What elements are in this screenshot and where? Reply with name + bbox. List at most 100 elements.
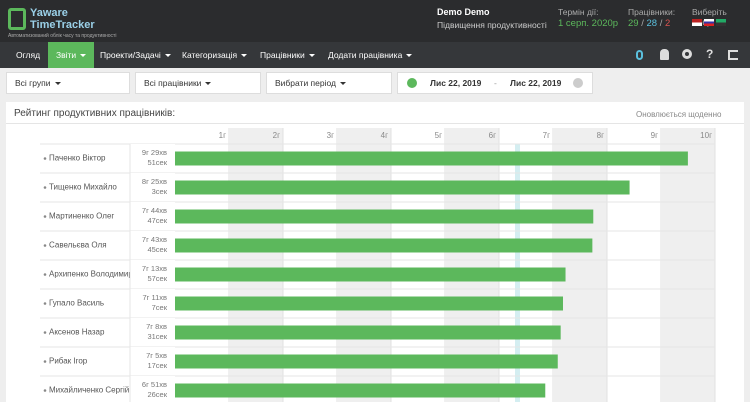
prev-date[interactable] — [407, 78, 417, 88]
x-tick-label: 8г — [597, 131, 604, 140]
category-label: Архипенко Володимир — [49, 270, 133, 279]
category-label: Михайличенко Сергій — [49, 386, 129, 395]
nav-text: Звіти — [56, 50, 77, 60]
icon-bulb[interactable] — [636, 50, 643, 60]
bullet — [43, 302, 47, 305]
date-range: Лис 22, 2019 - Лис 22, 2019 — [397, 72, 593, 94]
count: 28 — [646, 18, 658, 29]
employees-counts: 29 / 28 / 2 — [628, 18, 670, 29]
nav-text: Додати працівника — [328, 50, 403, 60]
bar — [175, 180, 630, 195]
x-tick-label: 6г — [489, 131, 496, 140]
x-tick-label: 7г — [543, 131, 550, 140]
bar — [175, 354, 558, 369]
name-cell-mask — [130, 260, 175, 289]
bar — [175, 296, 563, 311]
category-label: Рибак Ігор — [49, 357, 88, 366]
bullet — [43, 273, 47, 276]
employee-select[interactable]: Всі працівники — [135, 72, 261, 94]
category-label: Тищенко Михайло — [49, 183, 117, 192]
bar — [175, 151, 688, 166]
flag-other[interactable] — [716, 19, 726, 26]
bullet — [43, 186, 47, 189]
term-label: Термін дії: — [558, 7, 599, 17]
bullet — [43, 360, 47, 363]
name-cell-mask — [130, 173, 175, 202]
category-label: Савельєва Оля — [49, 241, 107, 250]
value-label: 7г 13хв 57сек — [141, 264, 167, 283]
category-label: Аксенов Назар — [49, 328, 105, 337]
nav-text: Працівники — [260, 50, 305, 60]
nav-item[interactable]: Звіти — [48, 42, 95, 68]
value-label: 7г 8хв 31сек — [146, 322, 167, 341]
language-label: Виберіть мову: — [692, 7, 727, 27]
name-cell-mask — [130, 347, 175, 376]
flag-ru[interactable] — [704, 19, 714, 26]
divider — [6, 123, 744, 124]
x-tick-label: 1г — [219, 131, 226, 140]
logo-icon — [8, 8, 26, 30]
bar — [175, 209, 594, 224]
date-separator: - — [494, 78, 497, 88]
name-cell-mask — [130, 376, 175, 402]
nav-bar: Огляд Звіти Проекти/Задачі Категоризація… — [0, 42, 750, 68]
date-from: Лис 22, 2019 — [430, 78, 482, 88]
select-text: Вибрати період — [275, 78, 337, 88]
bullet — [43, 157, 47, 160]
icon-user[interactable] — [660, 49, 669, 60]
bar — [175, 325, 561, 340]
value-label: 7г 11хв 7сек — [142, 293, 167, 312]
name-cell-mask — [130, 202, 175, 231]
name-cell-mask — [130, 318, 175, 347]
logo-line: TimeTracker — [30, 19, 95, 31]
bullet — [43, 389, 47, 392]
term-value: 1 серп. 2020р — [558, 18, 619, 29]
count: 29 — [628, 18, 639, 29]
separator: / — [641, 18, 644, 29]
nav-item[interactable]: Працівники — [252, 42, 323, 68]
value-label: 8г 25хв 3сек — [141, 177, 167, 196]
nav-text: Проекти/Задачі — [100, 50, 161, 60]
user-company: Підвищення продуктивності — [437, 20, 547, 30]
x-tick-label: 10г — [700, 131, 712, 140]
category-label: Мартиненко Олег — [49, 212, 114, 221]
panel-title: Рейтинг продуктивних працівників: — [14, 108, 176, 119]
x-tick-label: 2г — [273, 131, 280, 140]
flag-en[interactable] — [692, 19, 702, 26]
group-select[interactable]: Всі групи — [6, 72, 130, 94]
select-text: Всі працівники — [144, 78, 202, 88]
logo-line: Yaware — [30, 7, 68, 19]
header: Yaware TimeTracker Автоматизований облік… — [0, 0, 750, 42]
category-label: Гупало Василь — [49, 299, 104, 308]
x-tick-label: 9г — [651, 131, 658, 140]
icon-logout[interactable] — [728, 50, 738, 60]
bullet — [43, 215, 47, 218]
x-tick-label: 3г — [327, 131, 334, 140]
icon-help[interactable]: ? — [706, 47, 714, 61]
bar — [175, 238, 593, 253]
name-cell-mask — [130, 289, 175, 318]
category-label: Паченко Віктор — [49, 154, 106, 163]
value-label: 9г 29хв 51сек — [141, 148, 167, 167]
employees-label: Працівники: — [628, 7, 676, 17]
nav-item[interactable]: Огляд — [16, 50, 41, 60]
value-label: 7г 43хв 45сек — [141, 235, 167, 254]
value-label: 7г 44хв 47сек — [141, 206, 167, 225]
period-select[interactable]: Вибрати період — [266, 72, 392, 94]
user-name: Demo Demo — [437, 7, 490, 17]
bar — [175, 383, 546, 398]
nav-item[interactable]: Категоризація — [174, 42, 255, 68]
column-band — [553, 128, 607, 402]
bullet — [43, 331, 47, 334]
count: 2 — [665, 18, 671, 29]
value-label: 6г 51хв 26сек — [141, 380, 167, 399]
next-date[interactable] — [573, 78, 583, 88]
bullet — [43, 244, 47, 247]
column-band — [661, 128, 715, 402]
icon-settings[interactable] — [682, 49, 692, 59]
nav-item[interactable]: Проекти/Задачі — [92, 42, 179, 68]
name-cell-mask — [130, 144, 175, 173]
x-tick-label: 5г — [435, 131, 442, 140]
nav-item[interactable]: Додати працівника — [320, 42, 420, 68]
